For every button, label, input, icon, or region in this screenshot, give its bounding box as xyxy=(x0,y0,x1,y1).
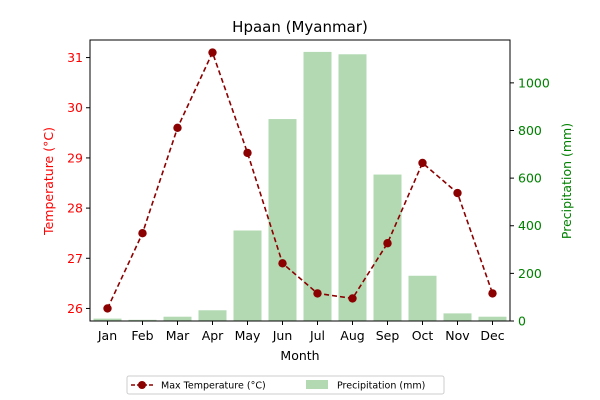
temperature-point xyxy=(173,123,182,133)
temperature-point xyxy=(453,188,462,198)
y-left-tick-label: 26 xyxy=(67,301,83,316)
x-tick-label: Nov xyxy=(445,328,470,343)
legend-frame xyxy=(126,375,445,395)
precipitation-bar xyxy=(373,174,402,321)
y-right-tick-label: 1000 xyxy=(518,75,550,90)
y-left-tick-label: 28 xyxy=(67,201,83,216)
legend-label-temperature: Max Temperature (°C) xyxy=(161,381,266,392)
precipitation-bar xyxy=(93,318,122,321)
x-tick-label: Oct xyxy=(412,328,434,343)
legend-label-precipitation: Precipitation (mm) xyxy=(337,381,425,392)
legend-point-marker xyxy=(138,381,146,389)
x-tick-label: Sep xyxy=(376,328,400,343)
chart-title: Hpaan (Myanmar) xyxy=(232,18,368,36)
precipitation-bars xyxy=(93,51,507,322)
y-left-tick-label: 29 xyxy=(67,150,83,165)
y-right-tick-label: 800 xyxy=(518,123,542,138)
y-axis-left: 26 27 28 29 30 31 xyxy=(67,50,90,316)
x-axis: Jan Feb Mar Apr May Jun Jul Aug Sep Oct Nov Dec xyxy=(97,321,505,343)
y-right-tick-label: 0 xyxy=(518,314,526,329)
temperature-point xyxy=(208,48,217,57)
precipitation-bar xyxy=(443,313,472,321)
legend-bar-swatch xyxy=(306,380,328,389)
x-tick-label: Mar xyxy=(166,328,190,343)
precipitation-bar xyxy=(233,230,262,321)
temperature-point xyxy=(348,294,357,303)
temperature-point xyxy=(418,158,427,168)
temperature-point xyxy=(138,228,147,238)
temperature-point xyxy=(488,289,497,298)
x-tick-label: May xyxy=(235,328,261,343)
x-tick-label: Jul xyxy=(309,328,325,343)
y-axis-right: 0 200 400 600 800 1000 xyxy=(510,75,550,329)
temperature-line xyxy=(106,50,494,309)
y-right-tick-label: 200 xyxy=(518,266,542,281)
precipitation-bar xyxy=(198,310,227,321)
temperature-point xyxy=(278,259,287,268)
y-axis-left-label: Temperature (°C) xyxy=(41,127,56,236)
precipitation-bar xyxy=(478,316,507,321)
temperature-line-series xyxy=(103,48,497,313)
precipitation-bar xyxy=(408,275,437,321)
y-left-tick-label: 30 xyxy=(67,100,83,115)
precipitation-bar xyxy=(338,54,367,321)
y-left-tick-label: 27 xyxy=(67,251,83,266)
temperature-point xyxy=(103,304,112,313)
y-right-tick-label: 400 xyxy=(518,218,542,233)
x-tick-label: Jun xyxy=(272,328,293,343)
temperature-point xyxy=(243,148,252,158)
x-tick-label: Feb xyxy=(131,328,153,343)
precipitation-bar xyxy=(268,119,297,321)
temperature-point xyxy=(313,289,322,298)
y-axis-right-label: Precipitation (mm) xyxy=(559,123,574,239)
plot-area-frame xyxy=(89,39,511,322)
x-tick-label: Dec xyxy=(480,328,504,343)
x-tick-label: Jan xyxy=(97,328,117,343)
precipitation-bar xyxy=(163,316,192,321)
y-left-tick-label: 31 xyxy=(67,50,83,65)
legend: Max Temperature (°C) Precipitation (mm) xyxy=(126,375,445,395)
x-axis-label: Month xyxy=(280,348,319,363)
temperature-point xyxy=(383,239,392,248)
precipitation-bar xyxy=(128,319,157,321)
precipitation-bar xyxy=(303,51,332,322)
x-tick-label: Aug xyxy=(340,328,364,343)
x-tick-label: Apr xyxy=(202,328,224,343)
y-right-tick-label: 600 xyxy=(518,171,542,186)
